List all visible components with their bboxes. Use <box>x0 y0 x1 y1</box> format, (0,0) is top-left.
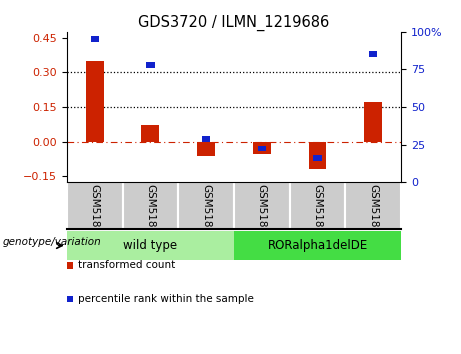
FancyBboxPatch shape <box>67 231 234 260</box>
Bar <box>308 142 326 170</box>
Text: GSM518352: GSM518352 <box>145 184 155 248</box>
Bar <box>313 155 322 161</box>
Text: GSM518353: GSM518353 <box>201 184 211 248</box>
FancyBboxPatch shape <box>234 182 290 229</box>
FancyBboxPatch shape <box>123 182 178 229</box>
Title: GDS3720 / ILMN_1219686: GDS3720 / ILMN_1219686 <box>138 14 330 30</box>
Bar <box>369 51 378 57</box>
Text: genotype/variation: genotype/variation <box>2 237 101 247</box>
Bar <box>364 102 382 142</box>
Bar <box>142 125 160 142</box>
Bar <box>197 142 215 155</box>
Bar <box>253 142 271 154</box>
Text: RORalpha1delDE: RORalpha1delDE <box>267 239 367 252</box>
Bar <box>90 36 99 42</box>
FancyBboxPatch shape <box>234 231 401 260</box>
FancyBboxPatch shape <box>178 182 234 229</box>
Text: transformed count: transformed count <box>78 261 175 270</box>
Bar <box>258 146 266 152</box>
Bar <box>146 63 154 68</box>
Bar <box>86 61 104 142</box>
Text: GSM518351: GSM518351 <box>90 184 100 248</box>
Text: GSM518355: GSM518355 <box>313 184 323 248</box>
Text: GSM518354: GSM518354 <box>257 184 267 248</box>
Bar <box>202 136 210 142</box>
FancyBboxPatch shape <box>67 182 123 229</box>
Text: GSM518356: GSM518356 <box>368 184 378 248</box>
Text: percentile rank within the sample: percentile rank within the sample <box>78 294 254 304</box>
Text: wild type: wild type <box>124 239 177 252</box>
FancyBboxPatch shape <box>345 182 401 229</box>
FancyBboxPatch shape <box>290 182 345 229</box>
